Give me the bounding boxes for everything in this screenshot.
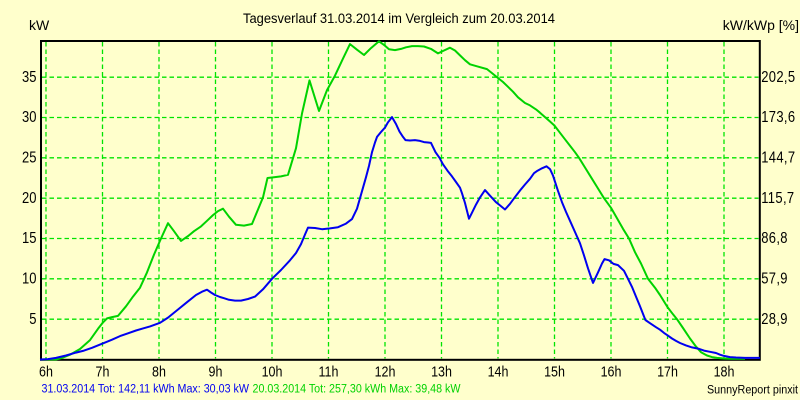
svg-text:9h: 9h: [209, 363, 223, 379]
svg-text:16h: 16h: [601, 363, 622, 379]
svg-text:115,7: 115,7: [761, 190, 794, 207]
svg-text:30: 30: [22, 109, 37, 126]
svg-text:173,6: 173,6: [761, 109, 795, 126]
svg-text:5: 5: [29, 311, 36, 328]
svg-text:15: 15: [22, 230, 37, 247]
svg-text:20.03.2014 Tot: 257,30 kWh Max: 20.03.2014 Tot: 257,30 kWh Max: 39,48 kW: [253, 384, 461, 396]
svg-text:18h: 18h: [714, 363, 735, 379]
svg-text:kW/kWp [%]: kW/kWp [%]: [723, 17, 799, 33]
svg-text:11h: 11h: [319, 363, 339, 379]
svg-text:12h: 12h: [375, 363, 396, 379]
svg-text:10h: 10h: [262, 363, 283, 379]
svg-text:28,9: 28,9: [761, 311, 788, 328]
svg-text:Tagesverlauf 31.03.2014 im Ver: Tagesverlauf 31.03.2014 im Vergleich zum…: [243, 11, 555, 26]
svg-text:144,7: 144,7: [761, 150, 795, 167]
svg-text:86,8: 86,8: [761, 230, 788, 247]
svg-text:7h: 7h: [96, 363, 110, 379]
svg-text:202,5: 202,5: [761, 69, 795, 86]
svg-text:20: 20: [22, 190, 37, 207]
svg-text:57,9: 57,9: [761, 271, 788, 288]
svg-text:13h: 13h: [431, 363, 452, 379]
svg-text:17h: 17h: [657, 363, 678, 379]
svg-text:6h: 6h: [39, 363, 53, 379]
svg-text:10: 10: [22, 271, 37, 288]
svg-text:35: 35: [22, 69, 37, 86]
svg-text:31.03.2014 Tot: 142,11 kWh Max: 31.03.2014 Tot: 142,11 kWh Max: 30,03 kW: [42, 384, 250, 396]
svg-text:8h: 8h: [152, 363, 166, 379]
svg-text:15h: 15h: [544, 363, 565, 379]
svg-text:kW: kW: [29, 17, 50, 33]
svg-text:14h: 14h: [488, 363, 509, 379]
svg-text:SunnyReport pinxit: SunnyReport pinxit: [707, 385, 799, 397]
svg-text:25: 25: [22, 150, 37, 167]
